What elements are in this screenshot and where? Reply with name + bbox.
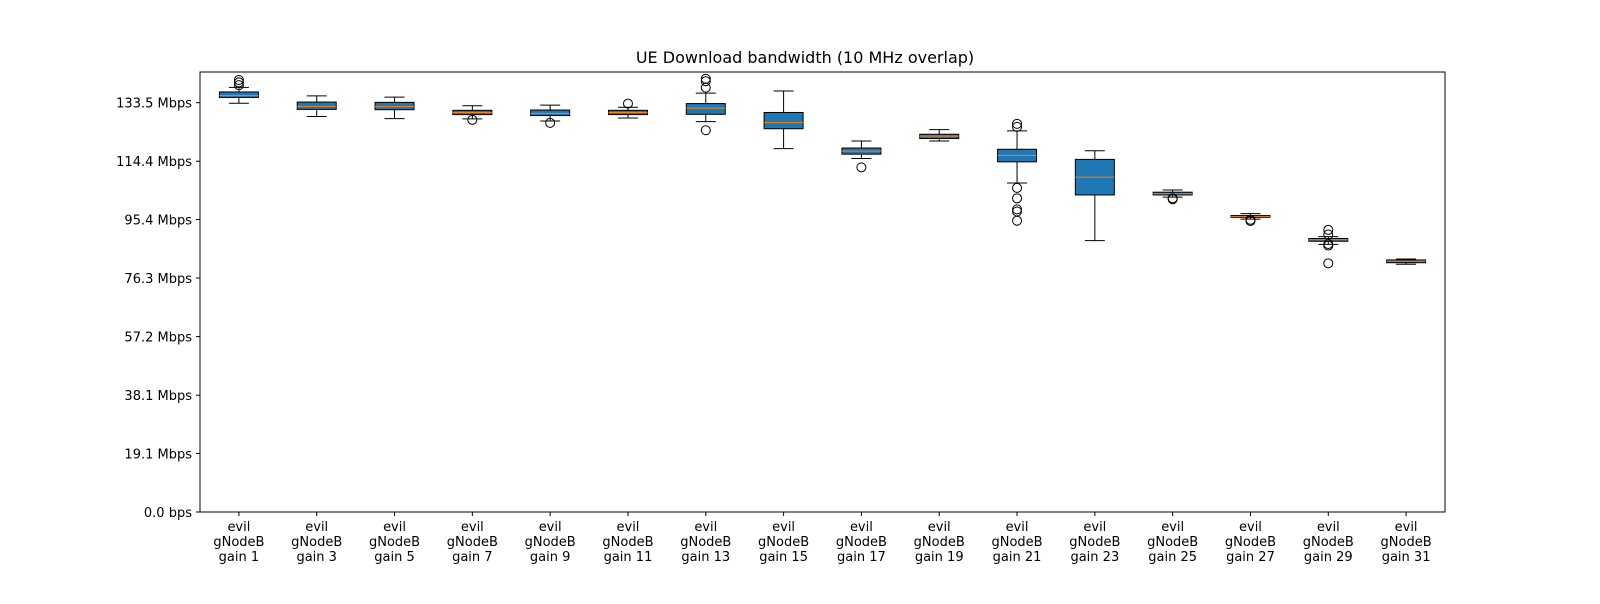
x-tick-label: gNodeB xyxy=(525,535,576,550)
chart-title: UE Download bandwidth (10 MHz overlap) xyxy=(636,48,974,67)
outlier-point xyxy=(1245,216,1256,227)
outlier-point xyxy=(233,77,244,88)
x-tick-label: gain 17 xyxy=(837,550,886,565)
x-tick-label: gNodeB xyxy=(291,535,342,550)
x-tick-label: gain 5 xyxy=(374,550,414,565)
x-tick-label: evil xyxy=(539,520,562,535)
box xyxy=(763,111,804,130)
outlier-point xyxy=(622,98,633,109)
x-tick-label: gNodeB xyxy=(1381,535,1432,550)
x-tick-label: evil xyxy=(1239,520,1262,535)
x-tick-label: gain 9 xyxy=(530,550,570,565)
x-tick-label: evil xyxy=(617,520,640,535)
x-tick-label: evil xyxy=(383,520,406,535)
x-tick-label: evil xyxy=(1083,520,1106,535)
x-tick-label: gNodeB xyxy=(1069,535,1120,550)
x-tick-label: gain 27 xyxy=(1226,550,1275,565)
x-tick-label: gain 19 xyxy=(915,550,964,565)
x-tick-label: gNodeB xyxy=(1225,535,1276,550)
x-tick-label: gain 3 xyxy=(296,550,336,565)
y-tick-label: 95.4 Mbps xyxy=(124,213,192,228)
outlier-point xyxy=(856,162,867,173)
outlier-point xyxy=(467,114,478,125)
outlier-point xyxy=(545,117,556,128)
y-tick-label: 114.4 Mbps xyxy=(116,155,192,170)
x-tick-label: evil xyxy=(1006,520,1029,535)
outlier-point xyxy=(700,76,711,87)
y-tick-label: 38.1 Mbps xyxy=(124,389,192,404)
box xyxy=(685,103,726,115)
y-tick-label: 76.3 Mbps xyxy=(124,272,192,287)
x-tick-label: gain 23 xyxy=(1070,550,1119,565)
outlier-point xyxy=(1323,258,1334,269)
x-tick-label: gain 25 xyxy=(1148,550,1197,565)
x-tick-label: evil xyxy=(928,520,951,535)
x-tick-label: gain 31 xyxy=(1382,550,1431,565)
x-tick-label: gain 7 xyxy=(452,550,492,565)
x-tick-label: gNodeB xyxy=(447,535,498,550)
x-tick-label: evil xyxy=(1317,520,1340,535)
outlier-point xyxy=(1323,229,1334,240)
x-tick-label: gNodeB xyxy=(369,535,420,550)
box xyxy=(218,91,259,98)
x-tick-label: gain 1 xyxy=(219,550,259,565)
outlier-point xyxy=(1012,121,1023,132)
x-tick-label: gNodeB xyxy=(213,535,264,550)
x-tick-label: gNodeB xyxy=(836,535,887,550)
outlier-point xyxy=(700,73,711,84)
x-tick-label: gNodeB xyxy=(758,535,809,550)
x-tick-label: evil xyxy=(305,520,328,535)
x-tick-label: gNodeB xyxy=(602,535,653,550)
x-tick-label: evil xyxy=(850,520,873,535)
x-tick-label: gNodeB xyxy=(914,535,965,550)
y-tick-label: 57.2 Mbps xyxy=(124,331,192,346)
y-tick-label: 19.1 Mbps xyxy=(124,447,192,462)
x-tick-label: gain 13 xyxy=(681,550,730,565)
x-tick-label: evil xyxy=(694,520,717,535)
x-tick-label: gain 11 xyxy=(604,550,653,565)
axes-frame xyxy=(199,71,1446,513)
x-tick-label: evil xyxy=(772,520,795,535)
x-tick-label: evil xyxy=(461,520,484,535)
outlier-point xyxy=(1167,194,1178,205)
outlier-point xyxy=(1012,182,1023,193)
outlier-point xyxy=(1323,224,1334,235)
box xyxy=(530,109,571,117)
x-tick-label: gain 15 xyxy=(759,550,808,565)
outlier-point xyxy=(1012,215,1023,226)
box xyxy=(374,101,415,111)
outlier-point xyxy=(1323,240,1334,251)
x-tick-label: gain 29 xyxy=(1304,550,1353,565)
x-tick-label: evil xyxy=(1161,520,1184,535)
box xyxy=(296,101,337,110)
outlier-point xyxy=(1012,206,1023,217)
x-tick-label: gNodeB xyxy=(991,535,1042,550)
outlier-point xyxy=(1012,118,1023,129)
x-tick-label: gNodeB xyxy=(680,535,731,550)
x-tick-label: evil xyxy=(1395,520,1418,535)
x-tick-label: evil xyxy=(227,520,250,535)
outlier-point xyxy=(233,74,244,85)
x-tick-label: gNodeB xyxy=(1147,535,1198,550)
y-tick-label: 133.5 Mbps xyxy=(116,97,192,112)
outlier-point xyxy=(1012,204,1023,215)
outlier-point xyxy=(700,125,711,136)
x-tick-label: gain 21 xyxy=(993,550,1042,565)
x-tick-label: gNodeB xyxy=(1303,535,1354,550)
outlier-point xyxy=(233,80,244,91)
y-tick-label: 0.0 bps xyxy=(144,506,192,521)
plot-area: 0.0 bps 19.1 Mbps 38.1 Mbps 57.2 Mbps 76.3 M… xyxy=(116,71,1446,565)
outlier-point xyxy=(1012,193,1023,204)
